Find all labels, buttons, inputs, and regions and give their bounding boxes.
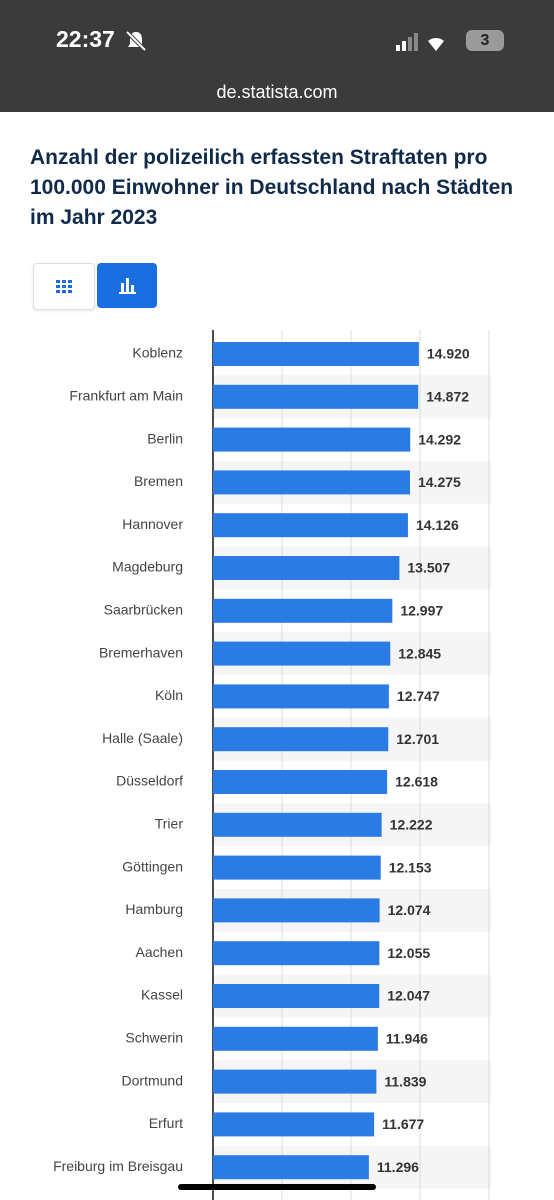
category-label: Erfurt — [149, 1115, 183, 1131]
value-label: 13.507 — [407, 560, 450, 576]
signal-wifi — [396, 33, 444, 51]
value-label: 12.153 — [389, 859, 432, 875]
value-label: 12.845 — [398, 645, 441, 661]
value-label: 14.126 — [416, 517, 459, 533]
bar — [213, 384, 419, 409]
category-label: Göttingen — [122, 858, 183, 874]
bar — [213, 1112, 375, 1137]
bar — [213, 770, 388, 794]
battery: 3 — [466, 30, 504, 51]
bar — [213, 556, 400, 580]
bar — [213, 898, 380, 923]
category-label: Düsseldorf — [116, 773, 183, 789]
chart-title: Anzahl der polizeilich erfassten Strafta… — [30, 146, 514, 229]
category-label: Frankfurt am Main — [69, 388, 183, 404]
mute-icon — [125, 30, 147, 52]
bar — [213, 598, 393, 623]
bar — [213, 727, 389, 752]
bar — [213, 641, 391, 666]
value-label: 11.839 — [384, 1073, 426, 1089]
value-label: 14.292 — [418, 431, 461, 447]
category-label: Dortmund — [122, 1072, 183, 1088]
value-label: 14.872 — [426, 389, 469, 405]
category-label: Berlin — [147, 430, 183, 446]
chart-icon — [119, 278, 136, 294]
category-label: Bremerhaven — [99, 644, 183, 660]
category-label: Aachen — [136, 944, 183, 960]
value-label: 12.618 — [395, 774, 438, 790]
bar — [213, 855, 381, 880]
category-label: Saarbrücken — [104, 602, 183, 618]
time: 22:37 — [56, 26, 115, 52]
chart-button[interactable] — [97, 263, 157, 308]
category-label: Hannover — [122, 516, 183, 532]
table-button[interactable] — [33, 263, 95, 310]
bar — [213, 1069, 377, 1094]
category-label: Hamburg — [125, 901, 183, 917]
value-label: 12.222 — [390, 817, 433, 833]
home-indicator — [178, 1184, 376, 1190]
bar — [213, 342, 419, 366]
value-label: 14.920 — [427, 346, 470, 362]
bar — [213, 984, 380, 1008]
bar — [213, 684, 389, 709]
chart: Koblenz 14.920 Frankfurt am Main 14.872 Berl… — [53, 330, 491, 1200]
category-label: Freiburg im Breisgau — [53, 1158, 183, 1174]
category-label: Kassel — [141, 987, 183, 1003]
category-label: Magdeburg — [112, 559, 183, 575]
bar — [213, 427, 411, 452]
value-label: 14.275 — [418, 474, 461, 490]
value-label: 12.997 — [400, 603, 443, 619]
bar — [213, 941, 380, 966]
category-label: Halle (Saale) — [102, 730, 183, 746]
category-label: Koblenz — [132, 345, 183, 361]
status-bar: 22:37 3 de.statista.com — [0, 0, 554, 112]
category-label: Bremen — [134, 473, 183, 489]
bar — [213, 513, 408, 538]
bar — [213, 470, 410, 495]
value-label: 12.747 — [397, 688, 440, 704]
bar — [213, 1155, 369, 1180]
value-label: 11.946 — [386, 1031, 428, 1047]
table-icon — [56, 280, 72, 293]
value-label: 12.055 — [387, 945, 430, 961]
category-label: Köln — [155, 687, 183, 703]
value-label: 12.074 — [388, 902, 431, 918]
value-label: 12.047 — [387, 988, 430, 1004]
value-label: 11.677 — [382, 1116, 424, 1132]
bar — [213, 812, 382, 837]
bar — [213, 1026, 378, 1051]
url[interactable]: de.statista.com — [216, 82, 338, 102]
value-label: 11.296 — [377, 1159, 419, 1175]
value-label: 12.701 — [396, 731, 439, 747]
category-label: Schwerin — [125, 1030, 183, 1046]
category-label: Trier — [155, 816, 184, 832]
